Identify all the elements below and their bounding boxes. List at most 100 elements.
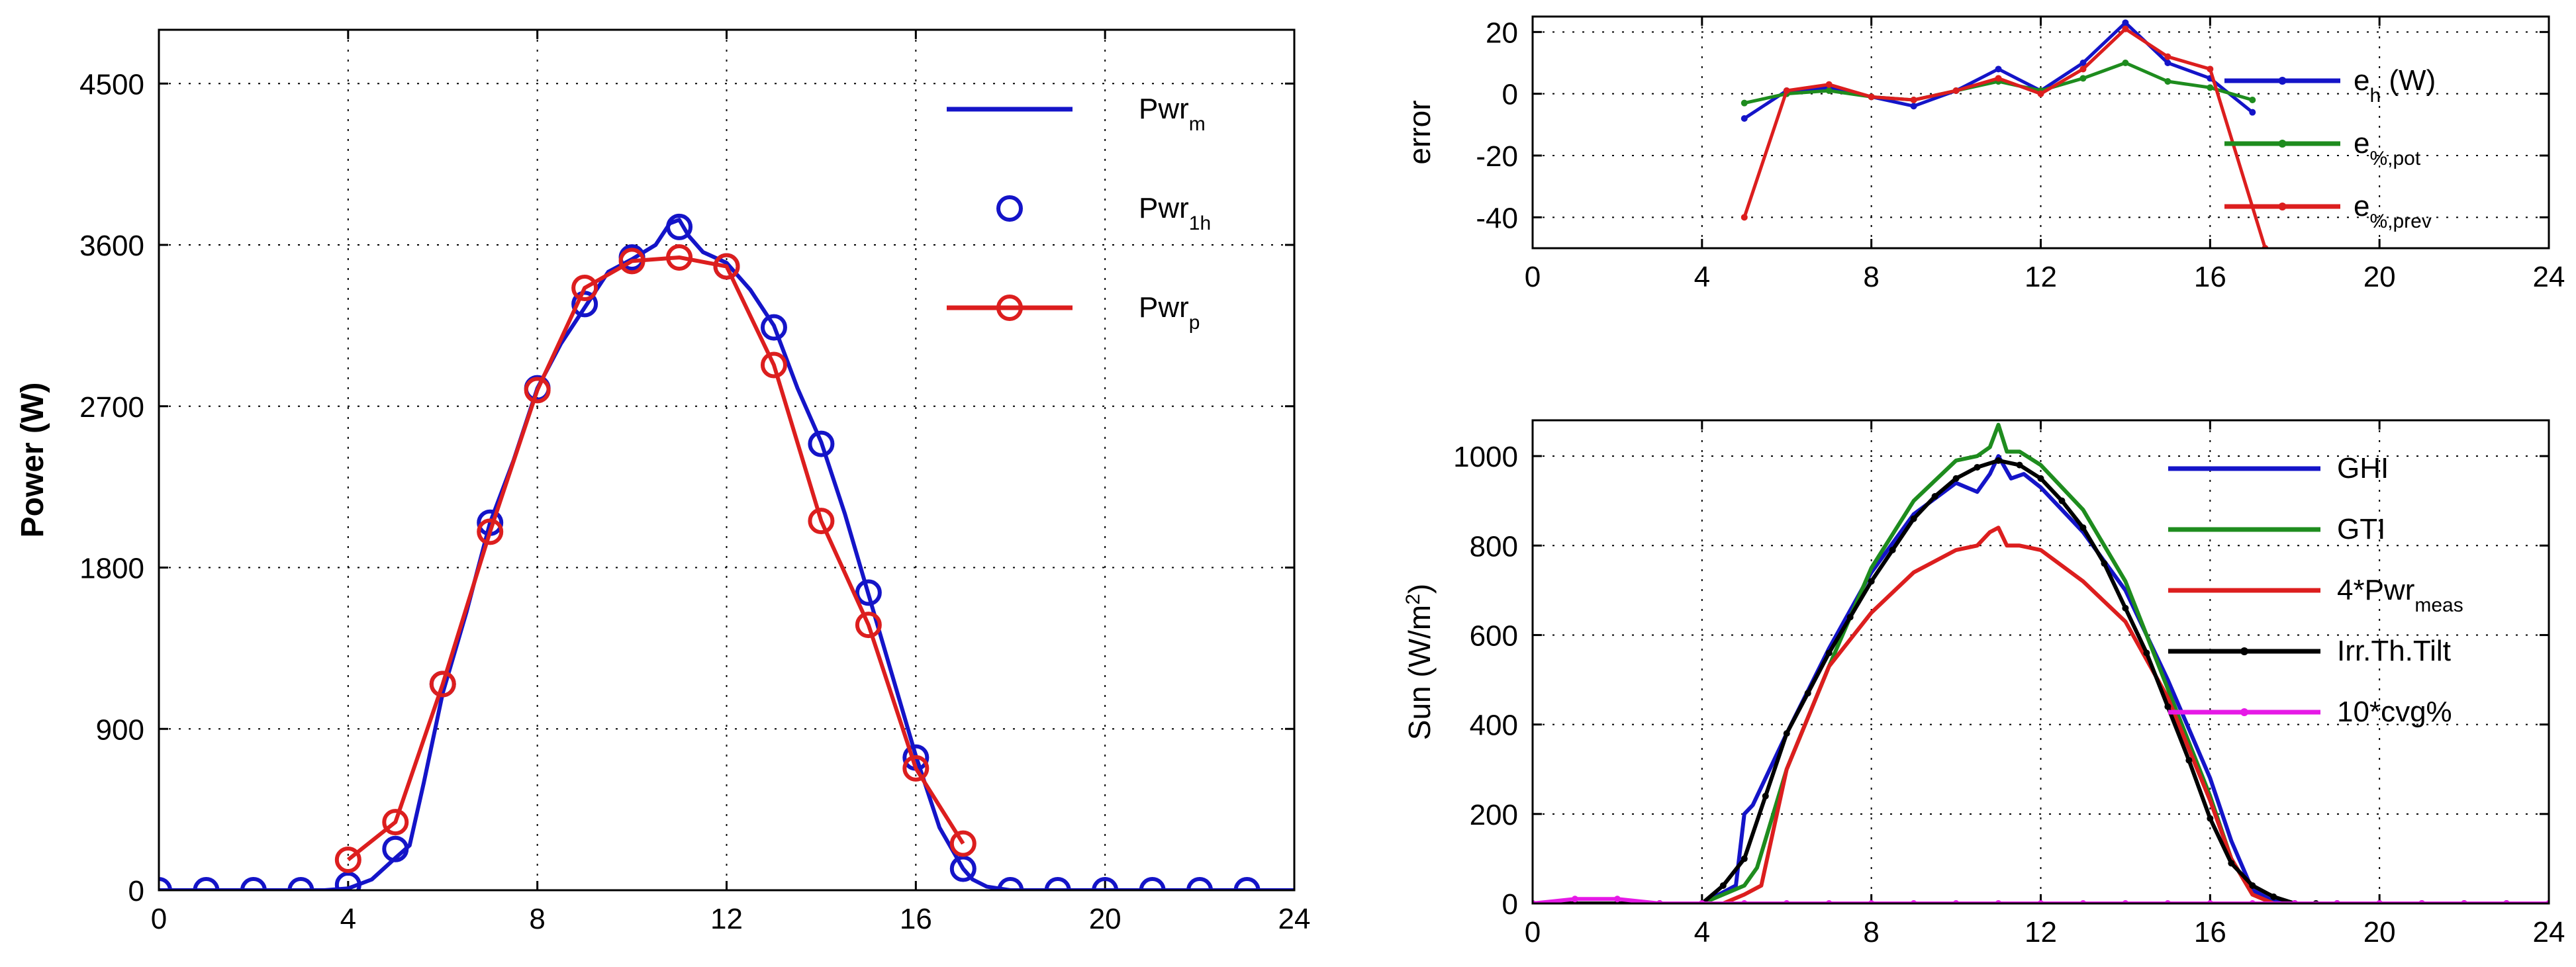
data-point-irr-th-tilt: [2122, 604, 2129, 612]
data-point-e-prev: [2122, 25, 2129, 32]
data-point-pwr-1h: [571, 291, 598, 318]
data-point-pwr-p: [334, 846, 361, 873]
data-point-pwr-1h: [1233, 877, 1261, 890]
data-point-irr-th-tilt: [2037, 475, 2044, 482]
x-tick-label: 12: [2025, 261, 2057, 293]
legend-label-pwr-m: Pwrm: [1139, 93, 1206, 135]
x-tick-label: 24: [2533, 916, 2565, 948]
y-axis-label: error: [1402, 100, 1437, 164]
data-point-pwr-p: [477, 518, 504, 545]
data-point-e-pot: [2164, 78, 2171, 85]
data-point-e-prev: [1952, 87, 1960, 94]
data-point-e-h-w: [2122, 19, 2129, 26]
data-point-pwr-1h: [382, 835, 409, 862]
data-point-e-pot: [1741, 99, 1748, 107]
data-point-irr-th-tilt: [1868, 578, 1875, 585]
legend-label-e-h-w: eh (W): [2354, 64, 2436, 107]
x-tick-label: 8: [529, 903, 545, 935]
x-tick-label: 4: [1694, 916, 1710, 948]
y-tick-label: 0: [1502, 888, 1518, 921]
data-point-pwr-p: [713, 253, 740, 280]
data-point-e-prev: [1741, 214, 1748, 221]
y-tick-label: -20: [1476, 140, 1518, 173]
legend-label-irr-th-tilt: Irr.Th.Tilt: [2337, 635, 2451, 667]
data-point-e-pot: [2249, 97, 2256, 103]
data-point-irr-th-tilt: [2228, 860, 2235, 867]
legend-marker-pwr-1h: [996, 195, 1023, 222]
data-point-irr-th-tilt: [1995, 457, 2002, 464]
x-tick-label: 20: [1089, 903, 1121, 935]
data-point-pwr-1h: [193, 877, 220, 890]
data-point-e-h-w: [2079, 60, 2087, 66]
series-line-pwr-p: [346, 255, 965, 862]
axes-frame: [158, 28, 1296, 892]
data-point-pwr-p: [666, 244, 693, 271]
legend: GHI GTI 4*Pwrmeas Irr.Th.Tilt 10*cvg%: [2168, 452, 2463, 728]
data-point-irr-th-tilt: [1931, 492, 1938, 500]
legend-label-e-prev: e%,prev: [2354, 190, 2432, 232]
axes-frame: [1531, 15, 2550, 250]
plot-area: [159, 213, 1294, 890]
x-tick-label: 12: [2025, 916, 2057, 948]
data-point-irr-th-tilt: [1910, 515, 1917, 522]
legend: eh (W) e%,pot e%,prev: [2224, 64, 2436, 232]
x-tick-label: 0: [151, 903, 167, 935]
data-point-e-pot: [2207, 84, 2214, 91]
sun-chart: 0 4 8 12 16 20 24 0 200 400 600 800 1000 Sun (W/m2) GH…: [1402, 419, 2565, 948]
x-tick-label: 16: [2194, 916, 2226, 948]
y-axis-label: Power (W): [15, 383, 50, 538]
data-point-pwr-p: [524, 377, 551, 404]
y-tick-label: 800: [1470, 530, 1518, 563]
data-point-irr-th-tilt: [2143, 649, 2150, 657]
data-point-irr-th-tilt: [1762, 792, 1769, 800]
data-point-pwr-1h: [808, 430, 835, 457]
data-point-irr-th-tilt: [1952, 475, 1960, 482]
data-point-pwr-1h: [1044, 877, 1071, 890]
power-chart: 0 4 8 12 16 20 24 0 900 1800 2700 3600 4500 Power (W)…: [15, 28, 1310, 935]
data-point-pwr-1h: [1139, 877, 1166, 890]
legend-label-4-pwr-meas: 4*Pwrmeas: [2337, 574, 2463, 616]
data-point-pwr-p: [429, 670, 456, 698]
data-point-irr-th-tilt: [2270, 893, 2277, 900]
data-point-10-cvg: [1571, 896, 1578, 903]
data-point-irr-th-tilt: [1719, 882, 1727, 889]
legend-marker-e-pot: [2278, 140, 2287, 148]
y-tick-label: -40: [1476, 202, 1518, 234]
data-point-e-h-w: [1741, 115, 1748, 122]
data-point-e-h-w: [2164, 60, 2171, 66]
legend: Pwrm Pwr1h Pwrp: [947, 93, 1211, 334]
data-point-pwr-1h: [287, 877, 314, 890]
axes-frame: [1531, 419, 2550, 905]
data-point-irr-th-tilt: [2164, 703, 2171, 710]
data-point-pwr-1h: [997, 877, 1024, 890]
legend-label-e-pot: e%,pot: [2354, 127, 2421, 169]
data-point-irr-th-tilt: [2058, 497, 2066, 504]
data-point-e-prev: [2079, 66, 2087, 73]
data-point-pwr-p: [902, 755, 930, 782]
x-tick-label: 20: [2363, 261, 2396, 293]
x-tick-label: 24: [2533, 261, 2565, 293]
legend-label-10-cvg: 10*cvg%: [2337, 696, 2452, 728]
x-tick-label: 20: [2363, 916, 2396, 948]
y-tick-label: 2700: [79, 391, 144, 424]
data-point-pwr-1h: [1092, 877, 1119, 890]
data-point-e-pot: [1825, 87, 1833, 94]
data-point-irr-th-tilt: [1889, 547, 1896, 554]
legend-label-ghi: GHI: [2337, 452, 2389, 484]
plot-area: [1741, 19, 2269, 248]
data-point-pwr-1h: [855, 579, 882, 606]
series-line-e-prev: [1742, 27, 2267, 248]
series-line-4-pwr-meas: [1533, 526, 2549, 903]
data-point-irr-th-tilt: [2101, 560, 2108, 567]
legend-marker-10-cvg: [2240, 708, 2248, 716]
legend-label-gti: GTI: [2337, 513, 2385, 545]
data-point-pwr-1h: [760, 314, 787, 341]
error-chart: 0 4 8 12 16 20 24 20 0 -20 -40 error eh (W) e%,pot e%,…: [1402, 15, 2565, 293]
y-tick-label: 1000: [1453, 441, 1518, 473]
y-tick-label: 900: [96, 714, 144, 746]
data-point-e-prev: [2207, 66, 2214, 73]
data-point-e-pot: [2122, 60, 2129, 66]
data-point-irr-th-tilt: [1783, 730, 1790, 737]
data-point-pwr-p: [855, 612, 882, 639]
